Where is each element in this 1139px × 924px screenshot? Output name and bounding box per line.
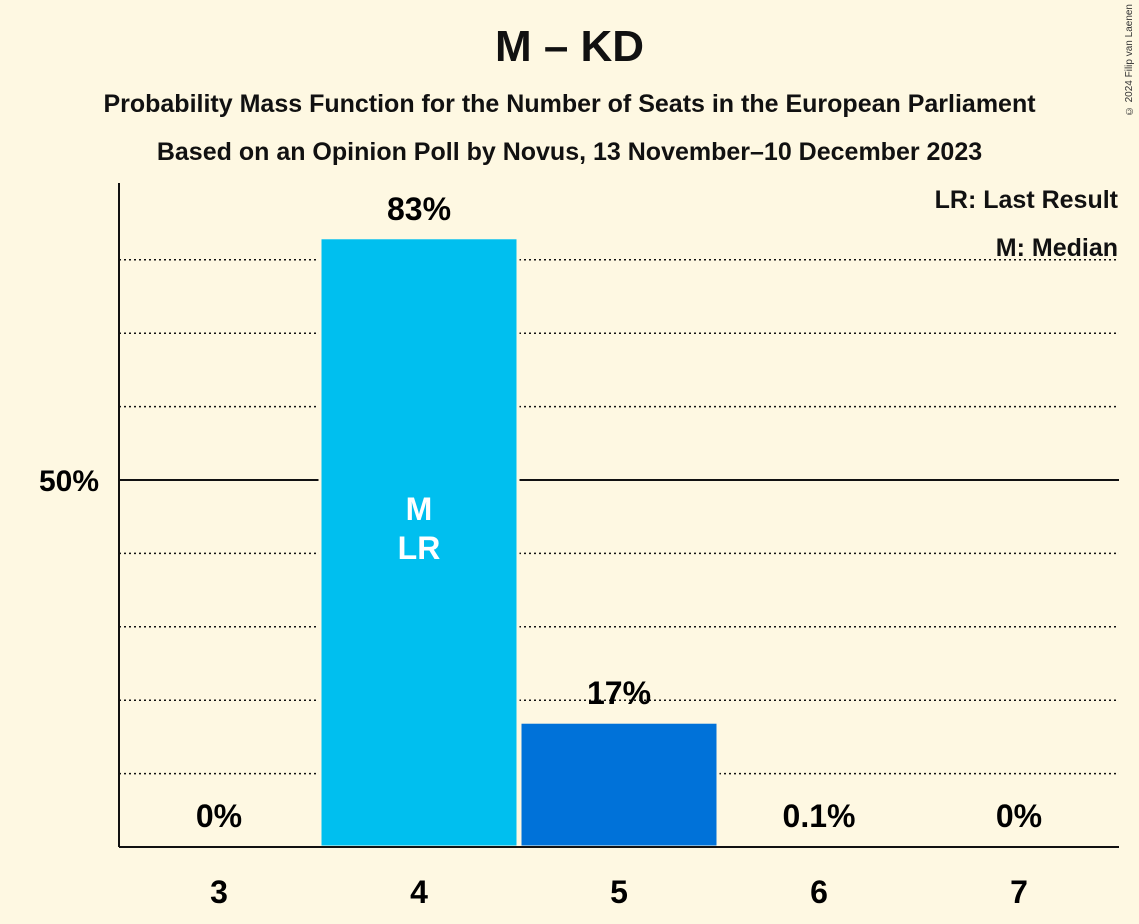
chart-title: M – KD <box>494 22 645 71</box>
x-tick-label: 4 <box>410 874 428 910</box>
last-result-marker: LR <box>398 530 441 566</box>
bar-4 <box>318 236 520 849</box>
bar-5 <box>518 720 720 849</box>
x-tick-label: 7 <box>1010 874 1028 910</box>
legend-last-result: LR: Last Result <box>934 186 1118 214</box>
chart-subtitle: Probability Mass Function for the Number… <box>103 90 1036 118</box>
median-marker: M <box>406 491 433 527</box>
data-label: 0.1% <box>783 798 856 834</box>
data-label: 17% <box>587 675 651 711</box>
chart-source: Based on an Opinion Poll by Novus, 13 No… <box>156 138 983 166</box>
data-label: 0% <box>196 798 242 834</box>
data-label: 83% <box>387 191 451 227</box>
x-tick-label: 5 <box>610 874 628 910</box>
x-tick-label: 6 <box>810 874 828 910</box>
legend-median: M: Median <box>995 234 1118 262</box>
x-tick-label: 3 <box>210 874 228 910</box>
data-label: 0% <box>996 798 1042 834</box>
y-tick-label: 50% <box>39 465 99 498</box>
